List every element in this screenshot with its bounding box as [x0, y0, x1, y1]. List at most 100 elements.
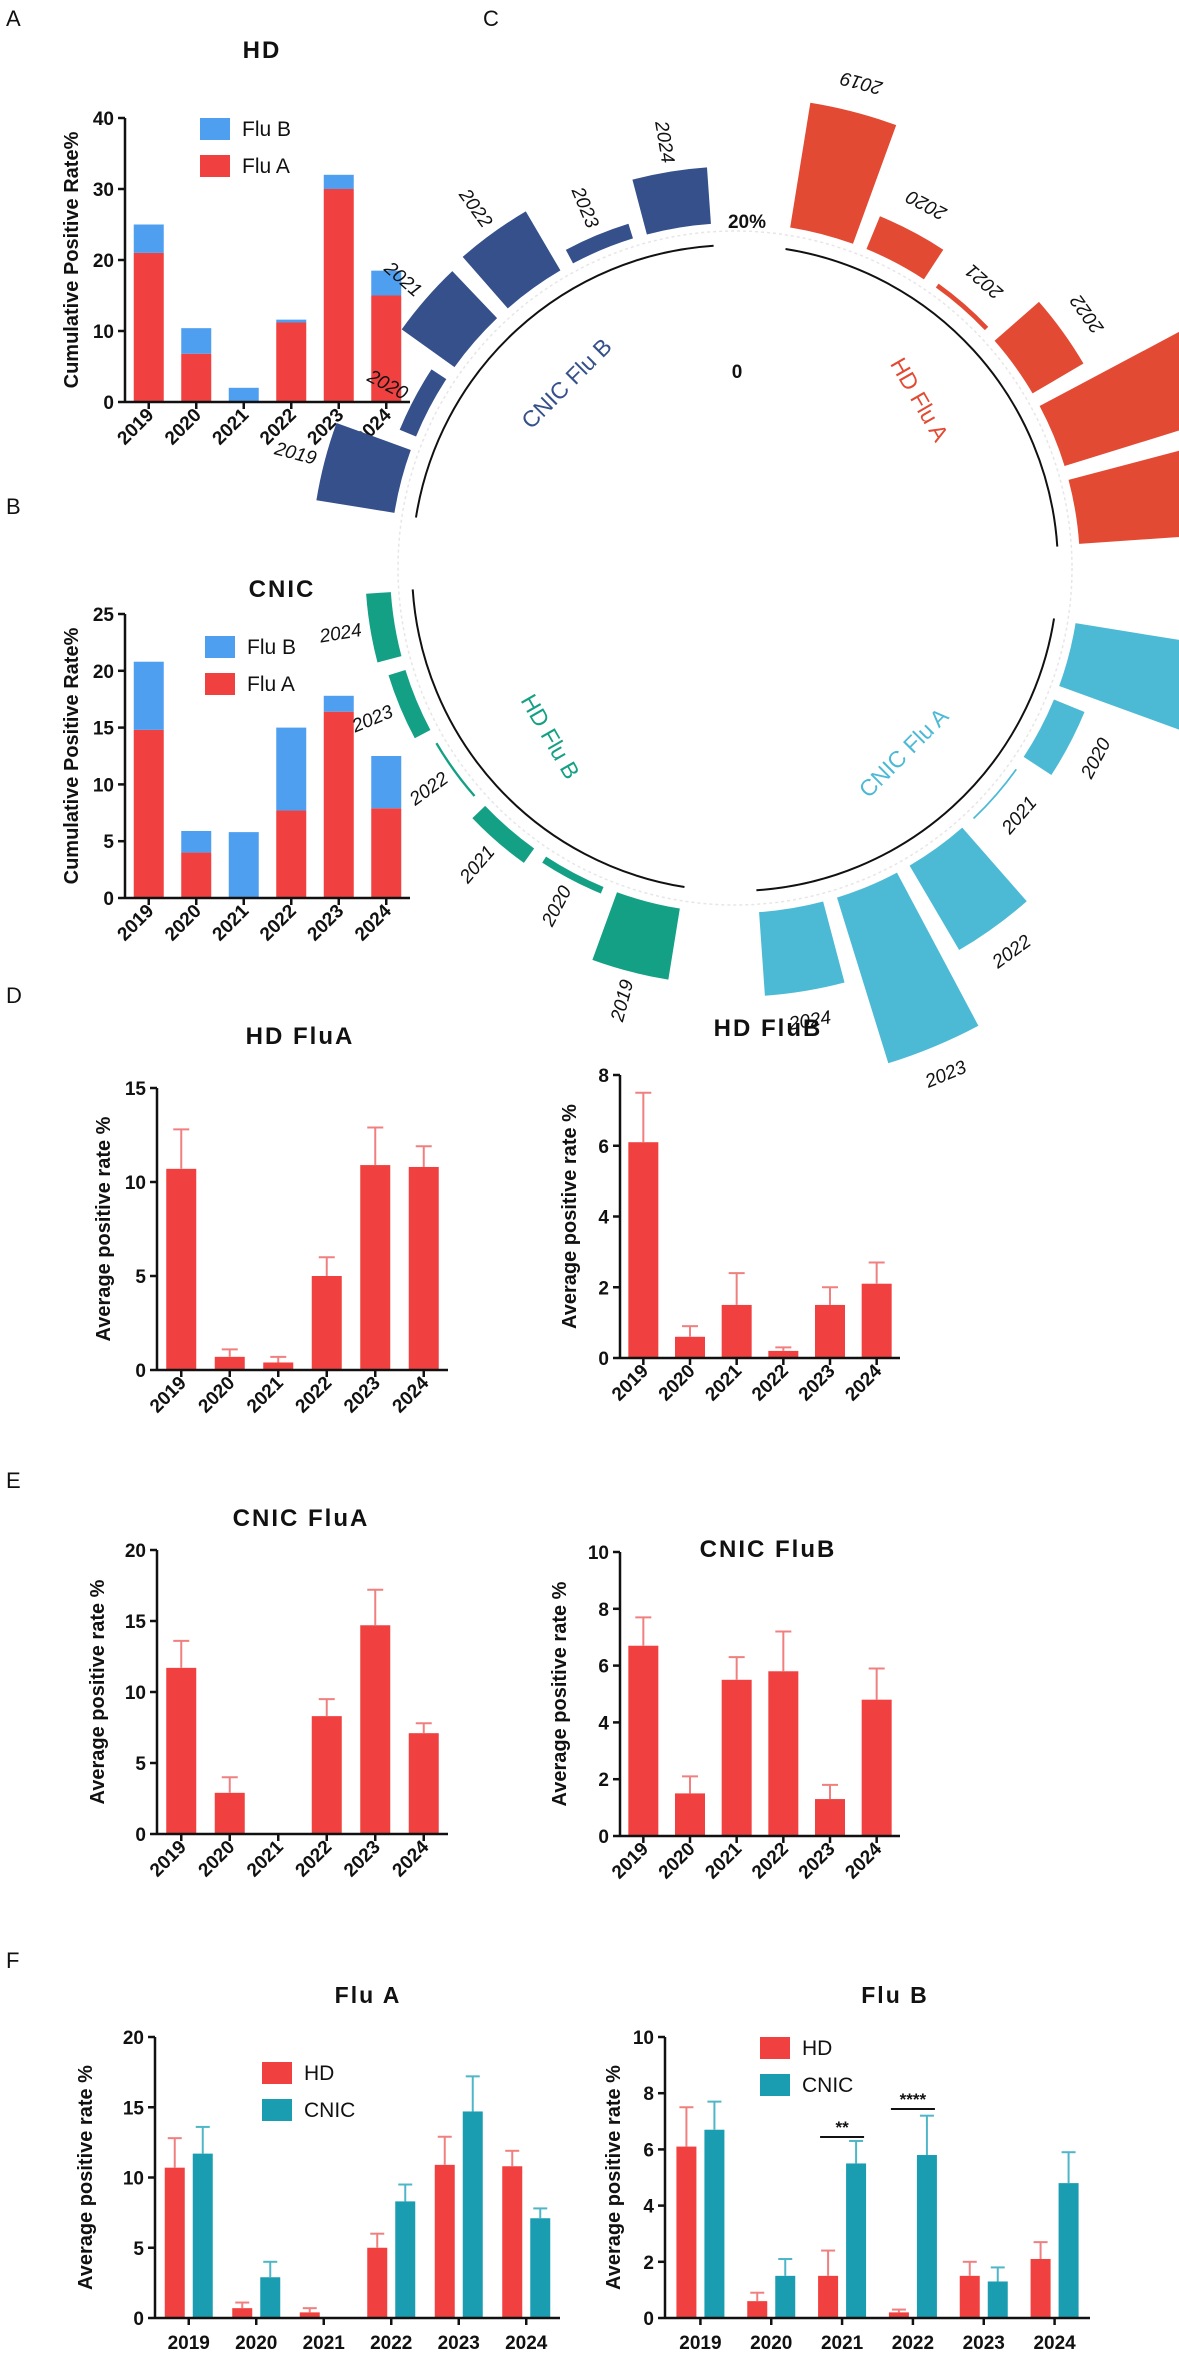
bar-2019: [628, 1142, 659, 1358]
x-tick-label: 2022: [256, 901, 301, 946]
bar-2020: [214, 1792, 245, 1834]
bar-flu-a-2024: [371, 295, 402, 402]
x-tick-label: 2021: [701, 1838, 746, 1883]
circular-bar-3-2023: [565, 223, 633, 264]
y-tick-label: 20: [125, 1541, 146, 1562]
bar-2022: [768, 1350, 799, 1358]
y-tick-label: 10: [123, 2169, 144, 2190]
bar-2024: [408, 1166, 439, 1370]
bar-cnic-2021: [846, 2163, 867, 2318]
y-tick-label: 0: [643, 2309, 654, 2330]
significance-stars: ****: [900, 2090, 927, 2109]
x-tick-label: 2023: [438, 2333, 480, 2354]
circular-bar-3-2020: [399, 369, 447, 437]
y-tick-label: 0: [135, 1361, 146, 1382]
x-tick-label: 2022: [892, 2333, 934, 2354]
bar-2020: [675, 1793, 705, 1836]
chart-title: CNIC FluB: [700, 1536, 837, 1563]
y-axis-label: Average positive rate %: [559, 1104, 581, 1329]
y-tick-label: 15: [125, 1079, 147, 1100]
chart-title: HD FluA: [246, 1023, 355, 1050]
bar-flu-b-2021: [228, 387, 259, 402]
legend-label: Flu A: [247, 673, 295, 696]
circular-bar-2-2020: [542, 856, 604, 894]
x-tick-label: 2020: [161, 901, 206, 946]
bar-2023: [815, 1304, 845, 1358]
bar-flu-a-2023: [323, 189, 354, 402]
circular-year-label: 2019: [838, 67, 886, 98]
bar-flu-b-2024: [371, 756, 402, 809]
legend-swatch-hd: [262, 2062, 292, 2084]
x-tick-label: 2019: [114, 901, 159, 946]
scale-label-zero: 0: [732, 362, 743, 383]
y-tick-label: 6: [598, 1657, 609, 1678]
circular-year-label: 2022: [1066, 290, 1109, 338]
y-tick-label: 15: [125, 1612, 147, 1633]
circular-year-label: 2024: [317, 620, 363, 648]
y-tick-label: 0: [103, 393, 114, 414]
legend-swatch-cnic: [262, 2099, 292, 2121]
bar-cnic-2020: [775, 2275, 796, 2318]
x-tick-label: 2020: [655, 1839, 700, 1884]
group-label: CNIC Flu B: [516, 333, 617, 434]
x-tick-label: 2024: [505, 2333, 548, 2354]
circular-year-label: 2020: [1077, 735, 1116, 783]
group-arc: [411, 589, 685, 889]
bar-flu-b-2019: [133, 661, 164, 730]
bar-cnic-2023: [462, 2111, 483, 2318]
bar-flu-a-2019: [133, 252, 164, 402]
y-tick-label: 10: [125, 1173, 146, 1194]
circular-bar-1-2022: [909, 827, 1027, 951]
x-tick-label: 2023: [304, 901, 349, 946]
chart-panel-f-flu-a: Flu A Average positive rate % 2019 2020 2021…: [75, 1982, 560, 2354]
circular-year-label: 2024: [650, 119, 678, 165]
bar-2022: [311, 1276, 342, 1370]
x-tick-label: 2023: [795, 1361, 840, 1406]
circular-bar-0-2021: [935, 283, 989, 331]
x-tick-label: 2021: [209, 900, 254, 945]
bar-hd-2021: [299, 2312, 320, 2318]
circular-year-label: 2022: [405, 768, 453, 811]
chart-title: CNIC FluA: [233, 1505, 370, 1532]
x-tick-label: 2021: [209, 404, 254, 449]
scale-label-max: 20%: [728, 212, 766, 233]
y-tick-label: 0: [598, 1827, 609, 1848]
x-tick-label: 2021: [303, 2333, 346, 2354]
y-tick-label: 4: [598, 1713, 609, 1734]
group-label: CNIC Flu A: [854, 702, 954, 802]
group-label: HD Flu B: [516, 690, 585, 784]
circular-year-label: 2024: [786, 1007, 832, 1035]
y-tick-label: 2: [598, 1770, 609, 1791]
x-tick-label: 2019: [146, 1837, 191, 1882]
y-tick-label: 5: [135, 1754, 146, 1775]
y-tick-label: 5: [135, 1267, 146, 1288]
circular-bar-0-2020: [866, 216, 944, 280]
y-tick-label: 0: [598, 1349, 609, 1370]
bar-cnic-2019: [192, 2153, 213, 2318]
bar-hd-2019: [164, 2167, 185, 2318]
bar-cnic-2024: [530, 2218, 551, 2318]
x-tick-label: 2019: [168, 2333, 210, 2354]
circular-year-label: 2021: [997, 793, 1041, 839]
x-tick-label: 2024: [841, 1360, 886, 1405]
bar-cnic-2024: [1058, 2183, 1079, 2318]
bar-hd-2020: [232, 2308, 253, 2318]
y-tick-label: 30: [93, 180, 114, 201]
x-tick-label: 2024: [389, 1372, 434, 1417]
bar-2021: [721, 1679, 752, 1836]
legend-label: HD: [304, 2062, 334, 2085]
group-arc: [756, 618, 1056, 892]
x-tick-label: 2019: [114, 405, 159, 450]
chart-panel-a-hd: HD Cumulative Positive Rate% 2019 2020 2021 2…: [61, 37, 410, 449]
circular-year-label: 2020: [903, 185, 951, 224]
bar-hd-2022: [888, 2312, 909, 2318]
legend-swatch-hd: [760, 2037, 790, 2059]
circular-bar-2-2021: [472, 805, 535, 863]
circular-year-label: 2019: [607, 977, 638, 1025]
y-tick-label: 0: [133, 2309, 144, 2330]
x-tick-label: 2021: [701, 1360, 746, 1405]
bar-hd-2020: [747, 2301, 768, 2318]
